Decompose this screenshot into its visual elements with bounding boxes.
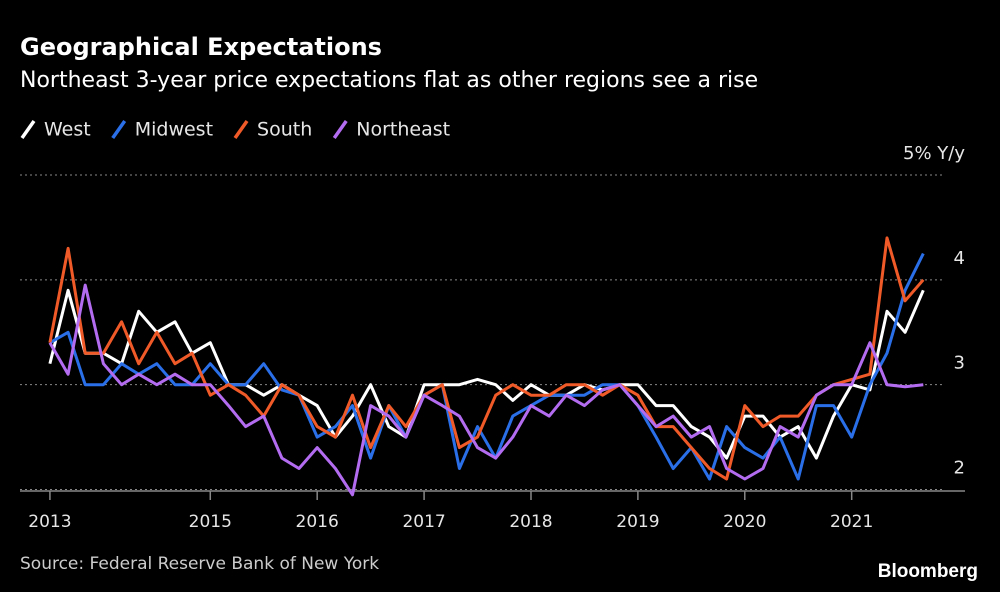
legend-marker xyxy=(111,119,127,140)
x-tick-label: 2021 xyxy=(830,512,873,532)
series-line xyxy=(48,283,924,497)
x-tick-label: 2020 xyxy=(723,512,766,532)
legend-marker xyxy=(332,119,348,140)
x-tick-label: 2018 xyxy=(509,512,552,532)
brand: Bloomberg xyxy=(878,561,978,582)
source: Source: Federal Reserve Bank of New York xyxy=(20,554,379,574)
legend-marker xyxy=(20,119,36,140)
legend-label: West xyxy=(44,119,91,141)
legend-label: Northeast xyxy=(356,119,450,141)
legend-label: Midwest xyxy=(135,119,213,141)
series-line xyxy=(49,252,925,481)
y-tick-label: 5% Y/y xyxy=(903,143,965,164)
series-line xyxy=(48,236,925,481)
x-tick-label: 2015 xyxy=(189,512,232,532)
legend-marker xyxy=(233,119,249,140)
x-tick-label: 2017 xyxy=(402,512,445,532)
x-tick-label: 2016 xyxy=(296,512,339,532)
x-tick-label: 2019 xyxy=(616,512,659,532)
legend-label: South xyxy=(257,119,312,141)
y-tick-label: 4 xyxy=(954,248,965,269)
chart-subtitle: Northeast 3-year price expectations flat… xyxy=(20,68,758,93)
y-tick-label: 2 xyxy=(954,458,965,479)
x-tick-label: 2013 xyxy=(28,512,71,532)
y-tick-label: 3 xyxy=(954,353,965,374)
chart-title: Geographical Expectations xyxy=(20,33,382,61)
